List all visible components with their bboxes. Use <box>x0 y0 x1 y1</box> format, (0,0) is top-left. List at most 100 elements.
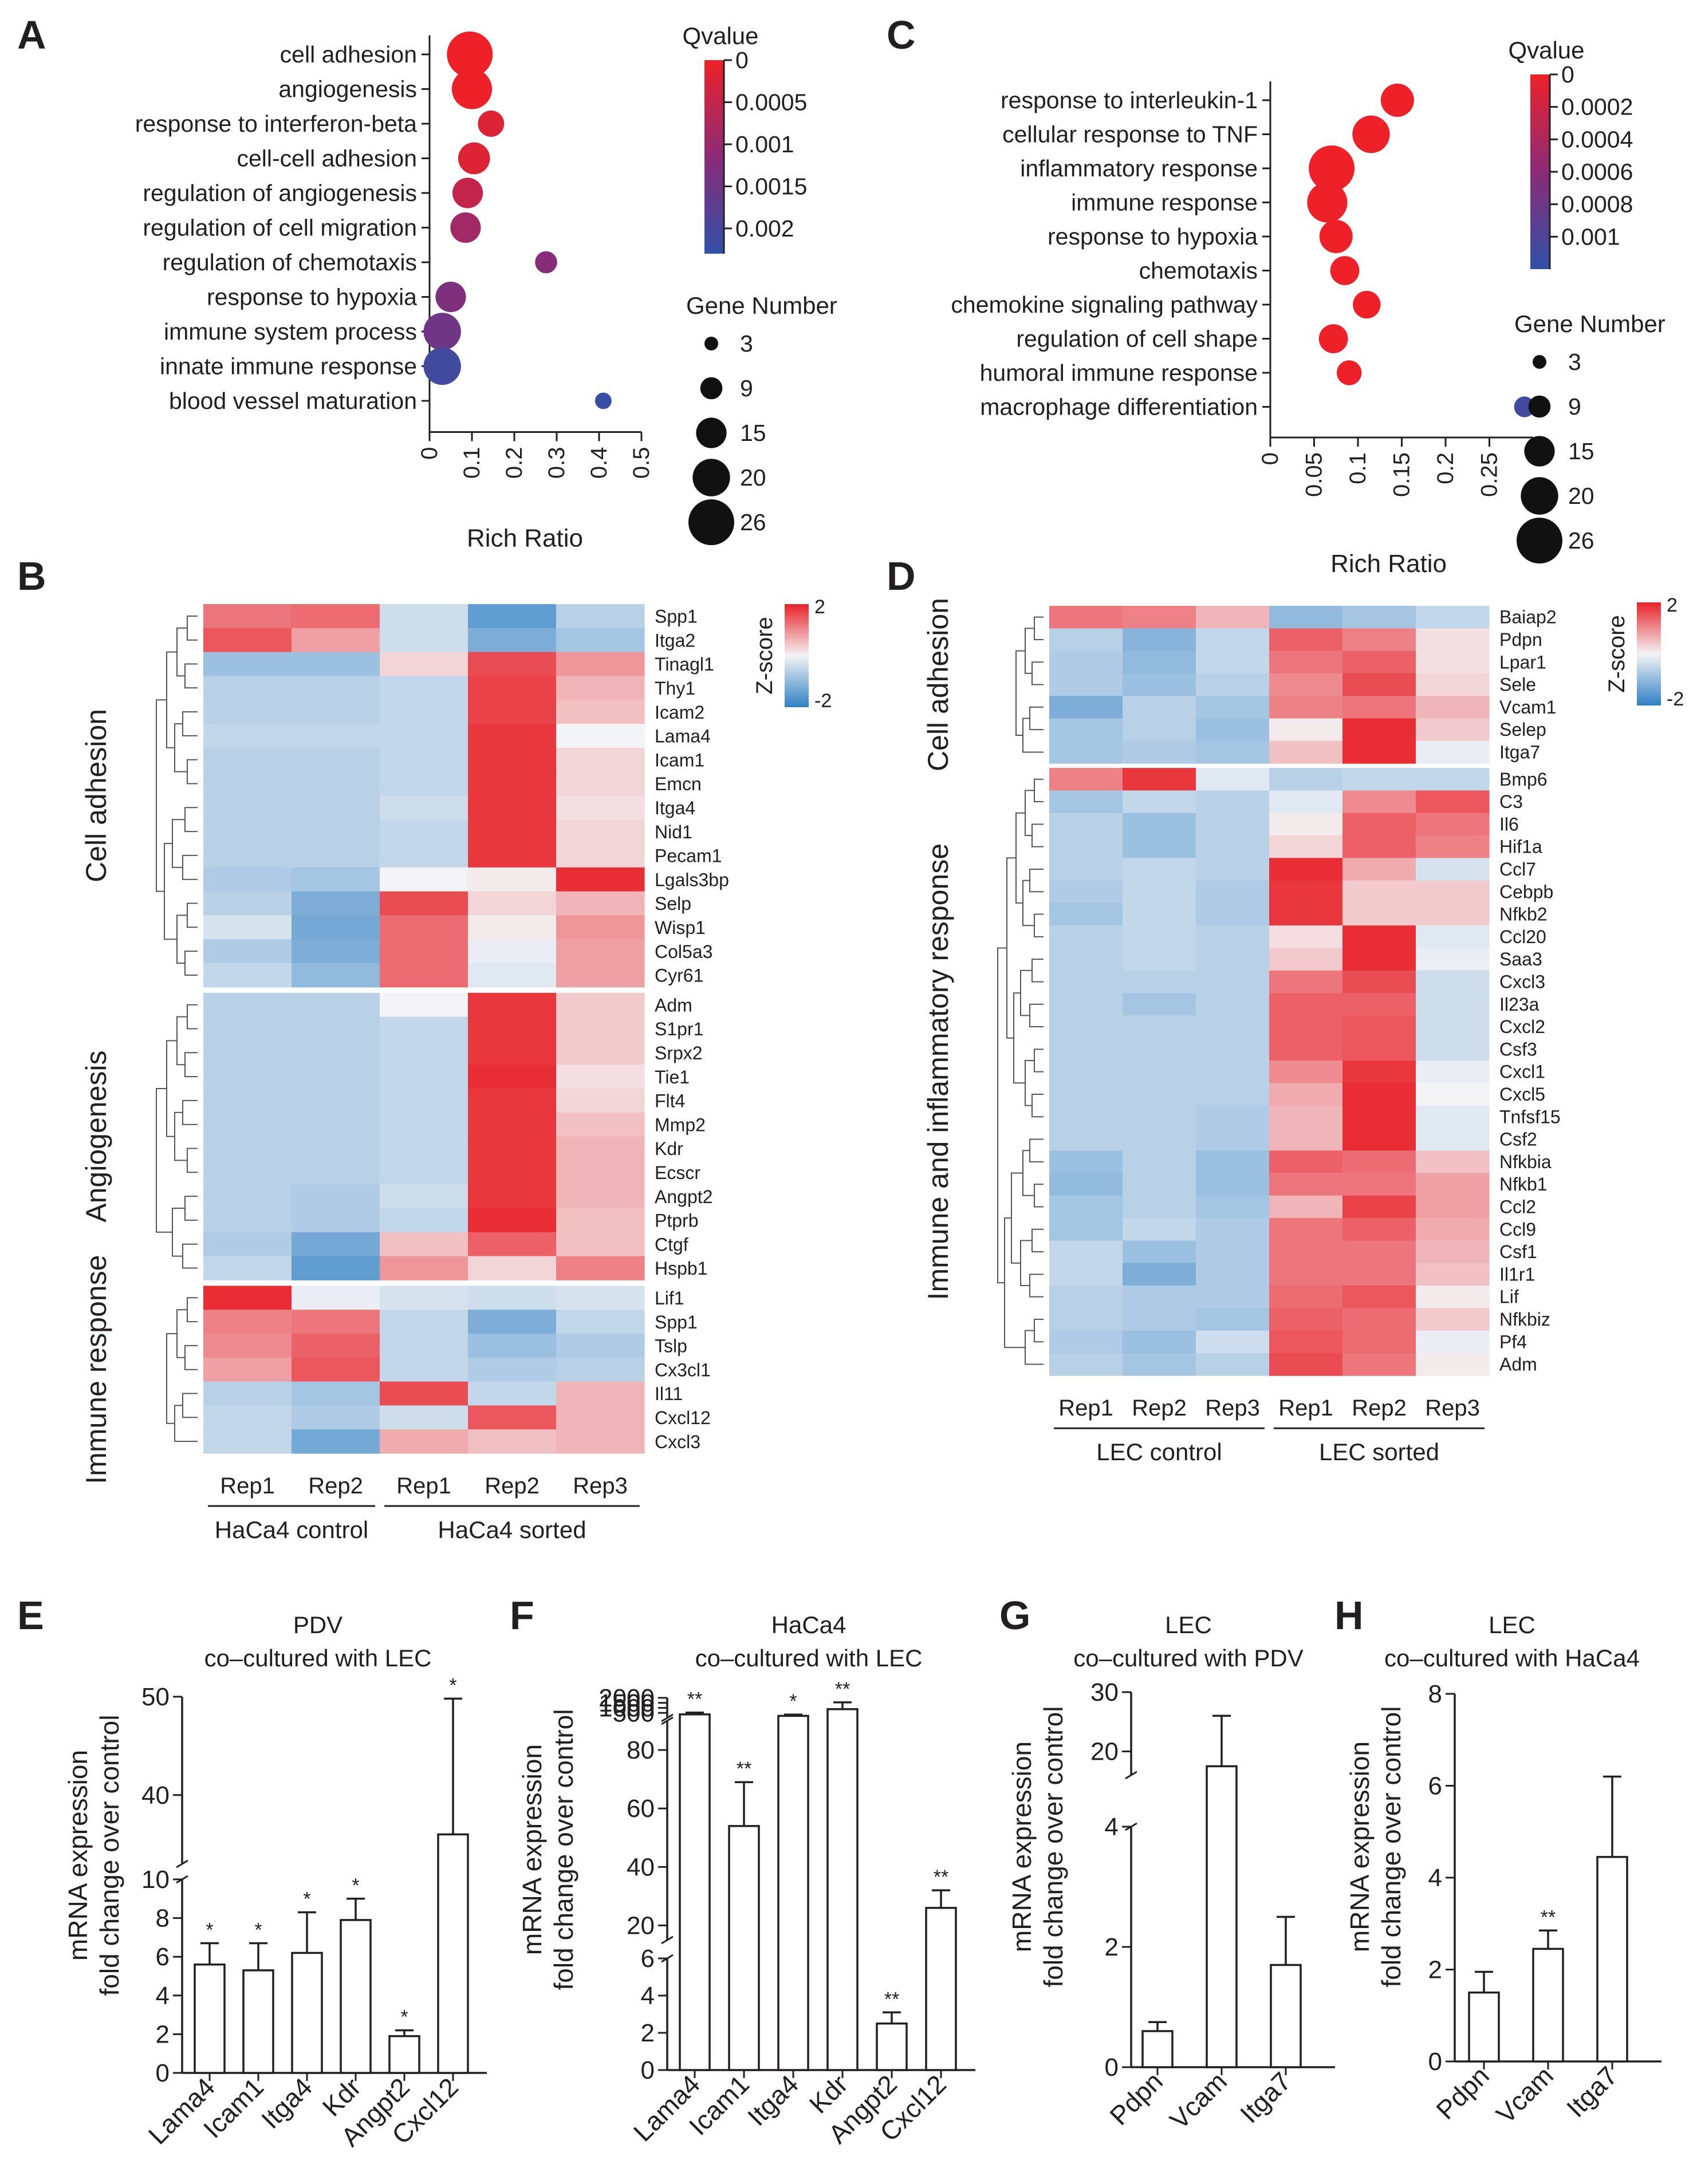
column-label-rep3: Rep3 <box>1205 1395 1260 1421</box>
heat-cell <box>1416 718 1490 742</box>
dendrogram-branch <box>174 723 187 772</box>
heat-cell <box>203 1357 292 1382</box>
heat-cell <box>380 1429 468 1454</box>
dendrogram-branch <box>176 627 187 677</box>
heat-cell <box>1049 1263 1123 1286</box>
size-legend-label: 20 <box>1568 483 1594 509</box>
heat-cell <box>1269 1150 1343 1174</box>
heat-cell <box>1049 902 1123 926</box>
heat-cell <box>1342 1308 1416 1331</box>
dendrogram-branch <box>182 1099 198 1125</box>
heat-cell <box>468 1160 557 1185</box>
heat-cell <box>556 992 645 1018</box>
heat-cell <box>1196 1286 1270 1308</box>
term-label-immune-system-process: immune system process <box>164 318 417 345</box>
term-label-regulation-of-cell-shape: regulation of cell shape <box>1016 326 1258 352</box>
gene-label-emcn: Emcn <box>655 774 702 794</box>
heat-cell <box>1123 948 1196 971</box>
zscore-max-label: 2 <box>1667 594 1678 616</box>
heat-cell <box>468 1016 557 1041</box>
heat-cell <box>556 1065 645 1089</box>
heat-cell <box>1416 902 1490 926</box>
heat-cell <box>203 915 292 940</box>
bar-icam1 <box>242 1969 274 2074</box>
heat-cell <box>556 1405 645 1430</box>
y-tick-label: 2 <box>156 2020 170 2048</box>
bar-pdpn <box>1468 1991 1500 2063</box>
dendrogram-branch <box>1034 913 1044 937</box>
heat-cell <box>468 1065 557 1089</box>
heat-cell <box>292 771 380 796</box>
heat-cell <box>556 628 645 653</box>
heat-cell <box>292 1089 380 1113</box>
x-tick-label: 0.3 <box>544 447 569 479</box>
gene-label-pf4: Pf4 <box>1499 1331 1527 1352</box>
heat-cell <box>292 1232 380 1257</box>
y-tick-label: 4 <box>641 1982 655 2010</box>
heat-cell <box>292 1160 380 1185</box>
heat-cell <box>1049 1308 1123 1331</box>
panel-label-a: A <box>17 13 46 57</box>
heat-cell <box>556 1381 645 1406</box>
heat-cell <box>380 867 468 892</box>
heat-cell <box>380 724 468 748</box>
panel-a-go-scatter: cell adhesion angiogenesis response to int… <box>135 22 837 552</box>
heat-cell <box>1342 651 1416 674</box>
heat-cell <box>1342 1353 1416 1376</box>
heat-cell <box>1123 835 1196 858</box>
colorbar-tick-label: 0.001 <box>735 131 794 157</box>
heat-cell <box>380 939 468 964</box>
term-label-macrophage-differentiation: macrophage differentiation <box>980 394 1258 420</box>
bubble-angiogenesis <box>451 69 493 109</box>
category-label-vcam: Vcam <box>1164 2066 1233 2135</box>
heat-cell <box>203 652 292 676</box>
heat-cell <box>1049 768 1123 791</box>
heat-cell <box>556 652 645 676</box>
term-label-immune-response: immune response <box>1071 190 1258 216</box>
heat-cell <box>1196 970 1270 994</box>
heat-cell <box>203 1208 292 1233</box>
heat-cell <box>380 676 468 700</box>
y-axis-title: mRNA expression <box>1007 1741 1037 1952</box>
heat-cell <box>1196 1195 1270 1219</box>
bar-cxcl12 <box>925 1907 957 2071</box>
heat-cell <box>556 795 645 820</box>
term-label-innate-immune-response: innate immune response <box>160 353 417 380</box>
dendrogram-branch <box>156 1088 172 1233</box>
size-legend-bubble-26 <box>1517 518 1562 563</box>
heat-cell <box>1049 1128 1123 1151</box>
colorbar-gradient <box>1530 74 1550 269</box>
term-label-chemotaxis: chemotaxis <box>1139 258 1258 284</box>
heat-cell <box>468 1310 557 1334</box>
gene-label-tnfsf15: Tnfsf15 <box>1499 1106 1561 1127</box>
heat-cell <box>468 1232 557 1257</box>
term-label-blood-vessel-maturation: blood vessel maturation <box>169 388 417 414</box>
y-tick-label: 80 <box>627 1736 655 1764</box>
term-label-response-to-hypoxia: response to hypoxia <box>207 284 417 310</box>
heat-cell <box>468 819 557 844</box>
heat-cell <box>1342 1240 1416 1264</box>
dendrogram-branch <box>187 1297 198 1323</box>
heat-cell <box>203 843 292 868</box>
heat-cell <box>1416 858 1490 881</box>
dendrogram-branch <box>1031 1093 1044 1118</box>
panel-e-bar-chart: PDV co–cultured with LEC mRNA expression fo… <box>63 1611 487 2152</box>
heat-cell <box>380 1286 468 1310</box>
heat-cell <box>203 1286 292 1310</box>
dendrogram-branch <box>1029 1274 1044 1298</box>
significance-angpt2: ** <box>884 1988 899 2010</box>
category-label-lama4: Lama4 <box>628 2069 706 2147</box>
y-tick-label: 4 <box>1105 1813 1119 1841</box>
heat-cell <box>1416 1061 1490 1083</box>
size-legend-bubble-20 <box>692 459 730 496</box>
y-tick-label: 40 <box>627 1853 655 1881</box>
gene-label-pdpn: Pdpn <box>1499 629 1542 650</box>
heat-cell <box>203 1232 292 1257</box>
dendrogram-branch <box>187 1148 198 1173</box>
dendrogram-branch <box>184 1345 198 1370</box>
gene-label-cxcl3: Cxcl3 <box>1499 971 1545 992</box>
panel-label-c: C <box>887 13 916 57</box>
heat-cell <box>1416 1263 1490 1286</box>
y-tick-label: 2 <box>1105 1933 1119 1961</box>
